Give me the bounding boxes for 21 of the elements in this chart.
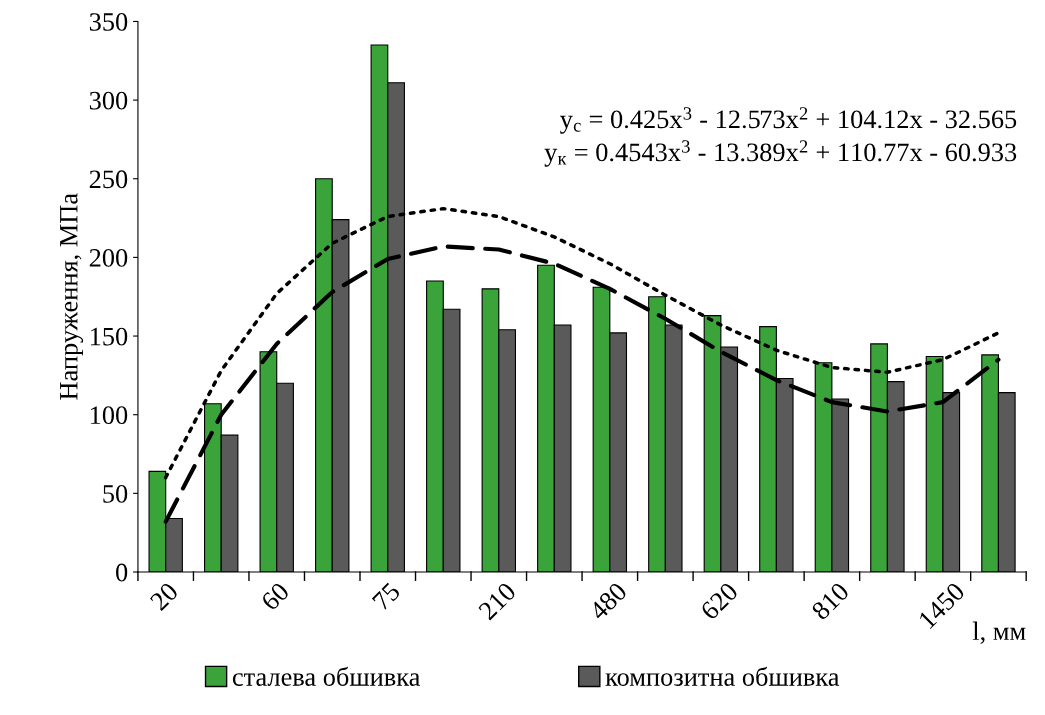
x-tick-label: 620	[699, 581, 739, 621]
legend-label: композитна обшивка	[605, 666, 840, 686]
y-tick-label: 350	[89, 13, 128, 31]
x-tick-label: 60	[260, 581, 291, 612]
y-tick-label: 200	[89, 249, 128, 267]
x-tick-label: 810	[810, 581, 850, 621]
x-tick-label: 75	[371, 581, 402, 611]
x-axis-title: l, мм	[972, 621, 1026, 644]
x-tick-label: 210	[477, 581, 517, 621]
y-tick-label: 100	[90, 406, 128, 425]
legend-label: сталева обшивка	[232, 666, 421, 686]
y-tick-label: 150	[90, 327, 128, 346]
y-tick-label: 250	[89, 170, 128, 189]
y-axis-title: Напруження, МПа	[60, 193, 84, 400]
y-tick-label: 300	[89, 91, 128, 110]
y-tick-label: 50	[103, 484, 128, 503]
annotation: y$_{к}$ = 0.4543x$^{3}$ - 13.389x$^{2}$ + 110.77x - 60.933	[544, 140, 1017, 167]
y-tick-label: 0	[116, 563, 128, 582]
x-tick-label: 480	[588, 581, 628, 622]
annotation: y$_{с}$ = 0.425x$^{3}$ - 12.573x$^{2}$ + 104.12x - 32.565	[560, 107, 1017, 134]
x-tick-label: 20	[149, 581, 179, 612]
